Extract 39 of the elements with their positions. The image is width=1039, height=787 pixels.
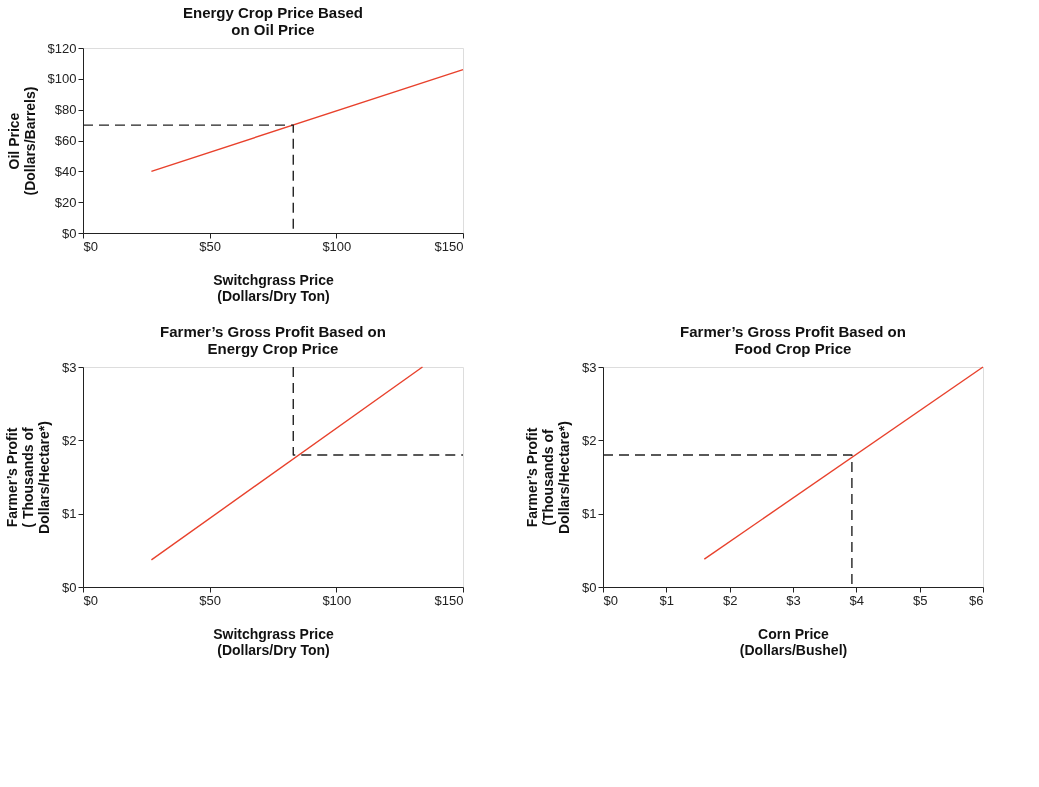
x-tick-label: $150 bbox=[434, 592, 464, 608]
y-tick-label: $0 bbox=[582, 579, 597, 595]
x-axis-title: Switchgrass Price (Dollars/Dry Ton) bbox=[213, 271, 335, 304]
x-tick-label: $3 bbox=[786, 592, 801, 608]
x-tick-label: $6 bbox=[969, 592, 984, 608]
x-tick-label: $100 bbox=[322, 592, 352, 608]
y-tick-label: $1 bbox=[62, 506, 77, 522]
x-axis-title: Corn Price (Dollars/Bushel) bbox=[739, 625, 848, 658]
x-tick-label: $50 bbox=[199, 238, 222, 254]
y-tick-label: $20 bbox=[54, 194, 77, 210]
x-tick-label: $100 bbox=[322, 238, 352, 254]
x-tick-label: $4 bbox=[849, 592, 865, 608]
x-tick-label: $50 bbox=[199, 592, 222, 608]
y-tick-label: $100 bbox=[47, 71, 77, 87]
x-axis-title: Switchgrass Price (Dollars/Dry Ton) bbox=[213, 625, 335, 658]
y-tick-label: $120 bbox=[47, 40, 77, 56]
y-tick-label: $0 bbox=[62, 579, 77, 595]
x-tick-label: $150 bbox=[434, 238, 464, 254]
y-tick-label: $2 bbox=[582, 432, 597, 448]
y-tick-label: $3 bbox=[62, 359, 77, 375]
y-axis-title: Oil Price (Dollars/Barrels) bbox=[5, 86, 38, 196]
x-tick-label: $0 bbox=[603, 592, 618, 608]
x-tick-label: $5 bbox=[912, 592, 928, 608]
x-tick-label: $0 bbox=[83, 592, 98, 608]
y-axis-title: Farmer’s Profit ( Thousands of Dollars/Hectare*) bbox=[4, 421, 53, 534]
x-tick-label: $1 bbox=[659, 592, 675, 608]
y-tick-label: $80 bbox=[54, 102, 77, 118]
y-tick-label: $3 bbox=[582, 359, 597, 375]
x-tick-label: $0 bbox=[83, 238, 98, 254]
chart-title: Farmer’s Gross Profit Based on Food Crop Price bbox=[680, 323, 906, 357]
x-tick-label: $2 bbox=[722, 592, 738, 608]
y-tick-label: $2 bbox=[62, 432, 77, 448]
y-tick-label: $0 bbox=[62, 225, 77, 241]
chart-title: Farmer’s Gross Profit Based on Energy Crop Price bbox=[160, 323, 386, 357]
y-tick-label: $40 bbox=[54, 163, 77, 179]
y-tick-label: $60 bbox=[54, 133, 77, 148]
y-tick-label: $1 bbox=[582, 506, 597, 522]
y-axis-title: Farmer’s Profit (Thousands of Dollars/Hectare*) bbox=[524, 421, 573, 534]
chart-title: Energy Crop Price Based on Oil Price bbox=[182, 4, 364, 38]
